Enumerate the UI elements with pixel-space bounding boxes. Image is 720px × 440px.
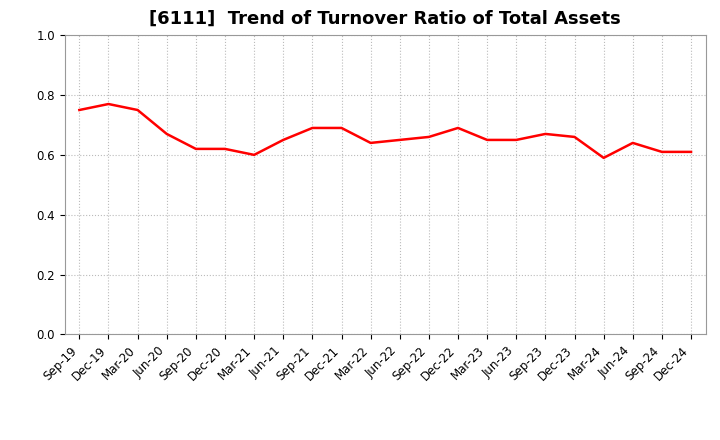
Title: [6111]  Trend of Turnover Ratio of Total Assets: [6111] Trend of Turnover Ratio of Total … xyxy=(149,10,621,28)
